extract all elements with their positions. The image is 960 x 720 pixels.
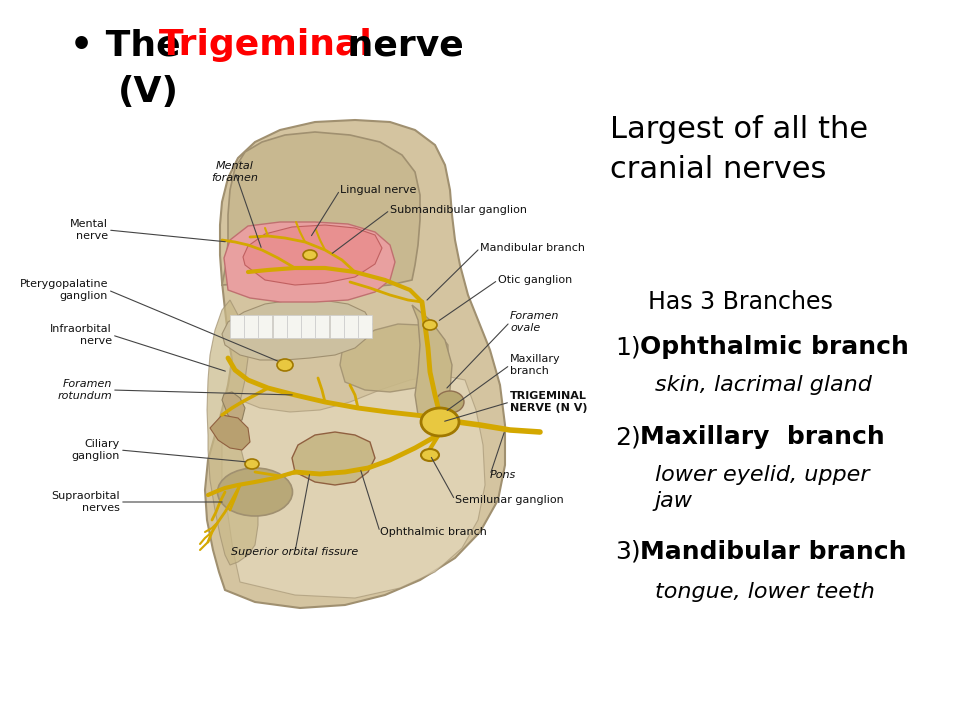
Ellipse shape [245, 459, 259, 469]
Text: Submandibular ganglion: Submandibular ganglion [390, 205, 527, 215]
Polygon shape [287, 315, 300, 338]
Ellipse shape [218, 468, 293, 516]
Text: skin, lacrimal gland: skin, lacrimal gland [655, 375, 872, 395]
Polygon shape [263, 258, 275, 280]
Text: Mental
foramen: Mental foramen [211, 161, 258, 183]
Text: nerve: nerve [335, 28, 464, 62]
Polygon shape [207, 300, 258, 565]
Polygon shape [210, 415, 250, 450]
Text: Otic ganglion: Otic ganglion [498, 275, 572, 285]
Polygon shape [335, 258, 347, 280]
Polygon shape [344, 315, 358, 338]
Text: 2): 2) [615, 425, 640, 449]
Text: Supraorbital
nerves: Supraorbital nerves [52, 491, 120, 513]
Text: Ciliary
ganglion: Ciliary ganglion [72, 438, 120, 462]
Text: 3): 3) [615, 540, 640, 564]
Text: Mandibular branch: Mandibular branch [480, 243, 585, 253]
Polygon shape [230, 315, 244, 338]
Polygon shape [306, 258, 318, 280]
Polygon shape [349, 258, 361, 280]
Text: Mental
nerve: Mental nerve [70, 219, 108, 241]
Text: Foramen
rotundum: Foramen rotundum [58, 379, 112, 401]
Polygon shape [243, 225, 382, 285]
Text: Has 3 Branches: Has 3 Branches [648, 290, 833, 314]
Text: • The: • The [70, 28, 193, 62]
Ellipse shape [303, 250, 317, 260]
Text: Maxillary
branch: Maxillary branch [510, 354, 561, 376]
Text: Largest of all the
cranial nerves: Largest of all the cranial nerves [610, 115, 868, 184]
Polygon shape [292, 258, 303, 280]
Text: Pons: Pons [490, 470, 516, 480]
Polygon shape [222, 375, 485, 598]
Polygon shape [244, 315, 258, 338]
Ellipse shape [277, 359, 293, 371]
Polygon shape [222, 300, 372, 360]
Polygon shape [301, 315, 315, 338]
Polygon shape [412, 305, 452, 425]
Text: Trigeminal: Trigeminal [159, 28, 372, 62]
Polygon shape [222, 132, 420, 288]
Text: TRIGEMINAL
NERVE (N V): TRIGEMINAL NERVE (N V) [510, 391, 588, 413]
Ellipse shape [421, 408, 459, 436]
Text: Semilunar ganglion: Semilunar ganglion [455, 495, 564, 505]
Ellipse shape [423, 320, 437, 330]
Text: Ophthalmic branch: Ophthalmic branch [380, 527, 487, 537]
Text: Pterygopalatine
ganglion: Pterygopalatine ganglion [19, 279, 108, 301]
Text: Infraorbital
nerve: Infraorbital nerve [50, 324, 112, 346]
Ellipse shape [436, 391, 464, 413]
Text: Lingual nerve: Lingual nerve [340, 185, 417, 195]
Polygon shape [292, 432, 375, 485]
Polygon shape [273, 315, 287, 338]
Polygon shape [222, 392, 245, 422]
Polygon shape [277, 258, 289, 280]
Polygon shape [358, 315, 372, 338]
Text: Foramen
ovale: Foramen ovale [510, 311, 560, 333]
Text: Superior orbital fissure: Superior orbital fissure [231, 547, 359, 557]
Text: Maxillary  branch: Maxillary branch [640, 425, 885, 449]
Polygon shape [329, 315, 344, 338]
Text: 1): 1) [615, 335, 640, 359]
Text: Mandibular branch: Mandibular branch [640, 540, 906, 564]
Polygon shape [321, 258, 332, 280]
Polygon shape [340, 324, 448, 392]
Polygon shape [234, 258, 246, 280]
Polygon shape [315, 315, 329, 338]
Text: Ophthalmic branch: Ophthalmic branch [640, 335, 909, 359]
Polygon shape [224, 222, 395, 302]
Polygon shape [258, 315, 273, 338]
Ellipse shape [421, 449, 439, 461]
Polygon shape [205, 120, 505, 608]
Text: (V): (V) [118, 75, 179, 109]
Text: lower eyelid, upper
jaw: lower eyelid, upper jaw [655, 465, 870, 511]
Polygon shape [249, 258, 260, 280]
Text: tongue, lower teeth: tongue, lower teeth [655, 582, 875, 602]
